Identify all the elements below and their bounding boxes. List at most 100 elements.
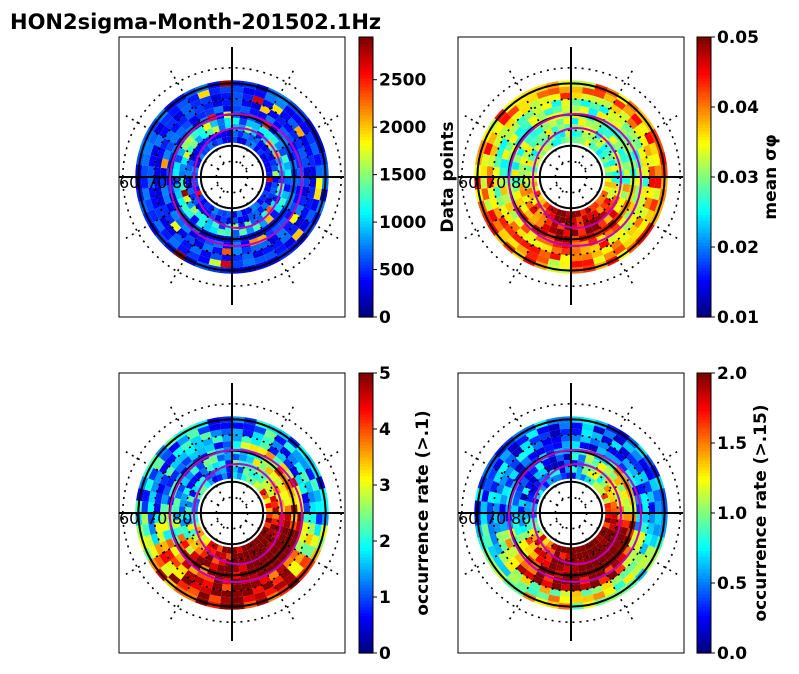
- heatmap-cell: [571, 565, 579, 573]
- colorbar-segment: [359, 631, 373, 635]
- heatmap-cell: [640, 156, 649, 168]
- heatmap-cell: [614, 227, 627, 239]
- heatmap-cell: [260, 201, 270, 211]
- heatmap-cell: [606, 489, 615, 498]
- heatmap-cell: [542, 537, 551, 546]
- heatmap-cell: [247, 469, 256, 478]
- heatmap-cell: [542, 201, 551, 210]
- colorbar-segment: [697, 313, 711, 318]
- heatmap-cell: [498, 552, 510, 565]
- mlt-line-dotted: [123, 113, 219, 170]
- colorbar-tick-label: 0.02: [717, 238, 759, 258]
- heatmap-cell: [541, 222, 551, 232]
- oval-outer: [169, 449, 303, 583]
- colorbar-segment: [697, 463, 711, 467]
- colorbar-segment: [359, 105, 373, 110]
- heatmap-cell: [173, 497, 181, 507]
- heatmap-cell: [600, 526, 609, 534]
- colorbar-segment: [697, 500, 711, 505]
- heatmap-cell: [147, 177, 155, 188]
- colorbar-segment: [697, 485, 711, 489]
- colorbar-segment: [359, 201, 373, 206]
- heatmap-cell: [232, 547, 238, 554]
- colorbar-segment: [359, 192, 373, 197]
- heatmap-cell: [232, 590, 243, 598]
- heatmap-cell: [184, 109, 197, 121]
- heatmap-cell: [528, 475, 538, 485]
- heatmap-cell: [313, 489, 322, 503]
- heatmap-cell: [260, 537, 270, 547]
- heatmap-cell: [516, 147, 526, 157]
- heatmap-cell: [190, 129, 200, 140]
- heatmap-cell: [519, 140, 529, 151]
- heatmap-cell: [288, 129, 300, 142]
- heatmap-cell: [533, 134, 543, 144]
- heatmap-cell: [519, 104, 532, 116]
- lat-label: 60: [119, 173, 139, 192]
- heatmap-cell: [610, 559, 622, 570]
- colorbar-segment: [697, 71, 711, 75]
- heatmap-cell: [271, 238, 284, 250]
- heatmap-cell: [298, 121, 311, 135]
- heatmap-cell: [525, 495, 534, 503]
- heatmap-cell: [153, 121, 166, 135]
- mlt-line-dotted: [239, 190, 296, 286]
- heatmap-cell: [571, 428, 582, 436]
- heatmap-cell: [258, 555, 269, 565]
- heatmap-cell: [299, 542, 310, 556]
- heatmap-cell: [189, 99, 203, 110]
- heatmap-cell: [221, 435, 232, 442]
- heatmap-cell: [487, 209, 499, 223]
- heatmap-cell: [521, 486, 531, 496]
- heatmap-cell: [170, 556, 182, 569]
- heatmap-cell: [264, 129, 274, 140]
- colorbar-segment: [697, 488, 711, 492]
- heatmap-cell: [232, 92, 243, 100]
- heatmap-cell: [211, 99, 223, 108]
- heatmap-cell: [564, 130, 571, 137]
- heatmap-cell: [269, 187, 278, 195]
- heatmap-cell: [652, 523, 661, 537]
- heatmap-cell: [550, 206, 558, 215]
- heatmap-cell: [517, 170, 525, 177]
- colorbar-segment: [359, 217, 373, 222]
- heatmap-cell: [271, 456, 283, 467]
- colorbar-segment: [359, 139, 373, 144]
- colorbar-segment: [697, 429, 711, 433]
- colorbar-segment: [359, 569, 373, 573]
- heatmap-cell: [211, 206, 219, 215]
- heatmap-cell: [595, 484, 604, 493]
- colorbar-segment: [359, 385, 373, 390]
- colorbar-segment: [359, 65, 373, 69]
- colorbar-segment: [697, 205, 711, 209]
- heatmap-cell: [222, 105, 232, 113]
- heatmap-cell: [288, 538, 299, 549]
- heatmap-cell: [272, 513, 279, 520]
- colorbar-segment: [697, 388, 711, 393]
- heatmap-cell: [480, 501, 488, 513]
- colorbar-segment: [697, 96, 711, 100]
- heatmap-cell: [232, 117, 240, 125]
- heatmap-cell: [189, 580, 203, 591]
- heatmap-cell: [536, 590, 550, 601]
- heatmap-cell: [642, 177, 649, 188]
- heatmap-cell: [269, 523, 278, 531]
- colorbar-segment: [359, 553, 373, 558]
- heatmap-cell: [648, 198, 659, 212]
- heatmap-cell: [179, 163, 187, 171]
- colorbar-segment: [359, 245, 373, 250]
- heatmap-cell: [559, 422, 571, 430]
- heatmap-cell: [175, 126, 186, 138]
- heatmap-cell: [613, 434, 627, 447]
- heatmap-cell: [274, 203, 284, 214]
- heatmap-cell: [541, 458, 551, 468]
- colorbar-segment: [359, 161, 373, 166]
- heatmap-cell: [186, 187, 195, 195]
- heatmap-cell: [309, 502, 317, 513]
- heatmap-cell: [555, 228, 565, 236]
- heatmap-cell: [176, 115, 189, 127]
- heatmap-cell: [584, 562, 594, 571]
- heatmap-cell: [571, 130, 578, 137]
- heatmap-cell: [503, 465, 515, 478]
- heatmap-cell: [264, 550, 274, 561]
